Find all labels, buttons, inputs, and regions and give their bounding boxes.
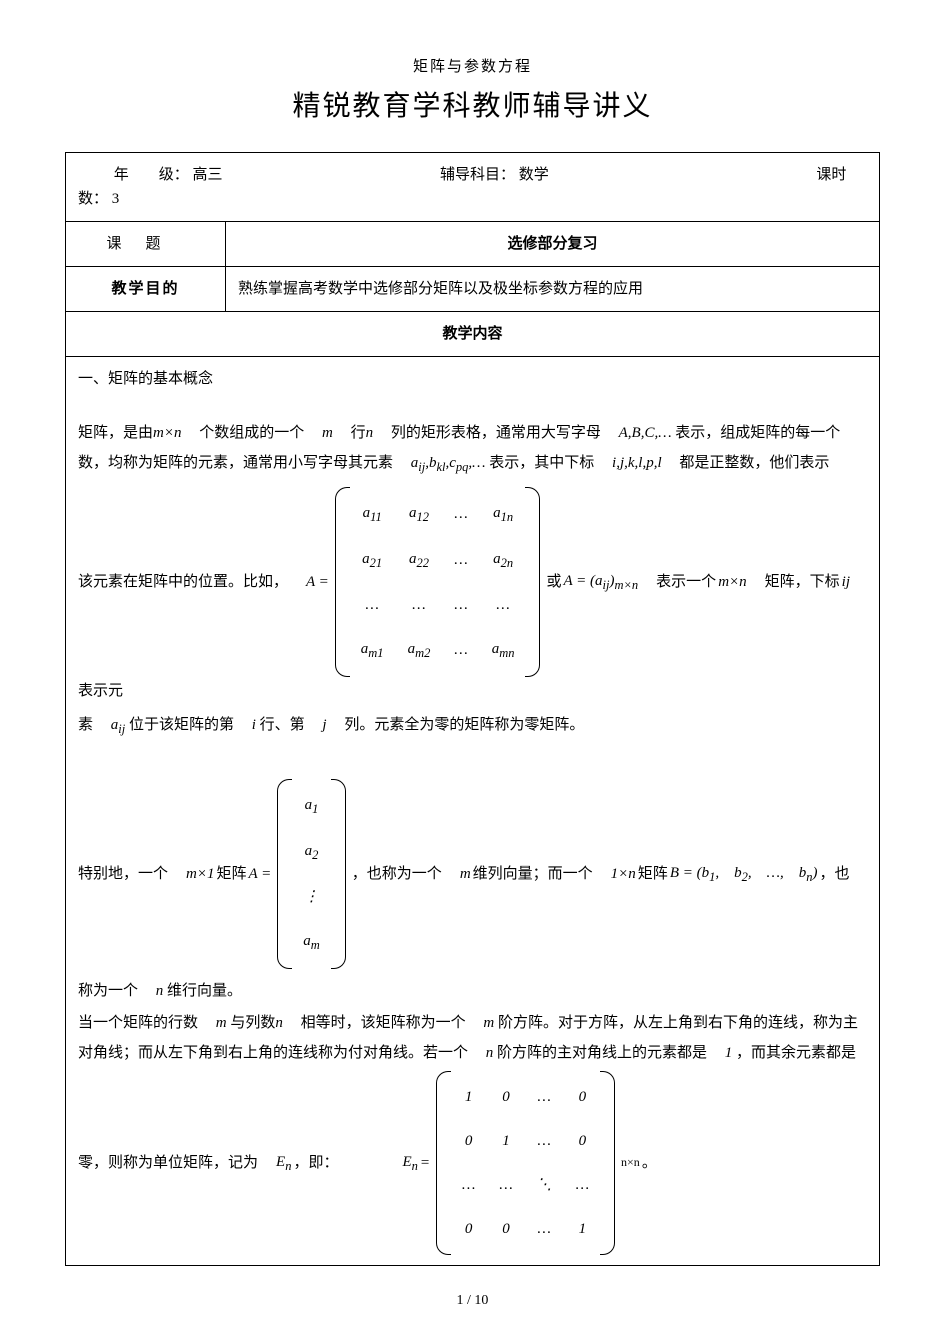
goal-value: 熟练掌握高考数学中选修部分矩阵以及极坐标参数方程的应用 <box>226 267 880 312</box>
para-3: 该元素在矩阵中的位置。比如， A = a11a12…a1n a21a22…a2n… <box>78 487 867 703</box>
page-footer: 1 / 10 <box>0 1293 945 1309</box>
goal-label: 教学目的 <box>66 267 226 312</box>
grade-label: 年 级： <box>114 167 189 183</box>
lesson-table: 年 级： 高三 辅导科目： 数学 课时数： 3 课题 选修部分复习 教学目的 熟… <box>65 152 880 1266</box>
info-row: 年 级： 高三 辅导科目： 数学 课时数： 3 <box>66 153 880 222</box>
para-1: 矩阵，是由m×n 个数组成的一个 m 行n 列的矩形表格，通常用大写字母 A,B… <box>78 421 867 445</box>
para-6: 称为一个 n 维行向量。 <box>78 979 867 1003</box>
goal-row: 教学目的 熟练掌握高考数学中选修部分矩阵以及极坐标参数方程的应用 <box>66 267 880 312</box>
topic-value: 选修部分复习 <box>226 222 880 267</box>
para-5: 特别地，一个 m×1 矩阵A = a1 a2 ⋮ am ，也称为一个 m 维列向… <box>78 779 867 969</box>
section-1-title: 一、矩阵的基本概念 <box>78 367 867 391</box>
subject-value: 数学 <box>519 167 549 183</box>
subject-label: 辅导科目： <box>440 167 515 183</box>
content-header: 教学内容 <box>66 312 880 357</box>
para-7: 当一个矩阵的行数 m 与列数n 相等时，该矩阵称为一个 m 阶方阵。对于方阵，从… <box>78 1011 867 1035</box>
column-vector-A: a1 a2 ⋮ am <box>277 779 346 969</box>
doc-title: 精锐教育学科教师辅导讲义 <box>65 84 880 124</box>
matrix-A: a11a12…a1n a21a22…a2n ………… am1am2…amn <box>335 487 541 677</box>
identity-matrix: 10…0 01…0 ……⋱… 00…1 <box>436 1071 615 1255</box>
para-4: 素 aij 位于该矩阵的第 i 行、第 j 列。元素全为零的矩阵称为零矩阵。 <box>78 713 867 739</box>
doc-small-header: 矩阵与参数方程 <box>65 55 880 76</box>
para-2: 数，均称为矩阵的元素，通常用小写字母其元素 aij,bkl,cpq,… 表示，其… <box>78 451 867 477</box>
content-row: 一、矩阵的基本概念 矩阵，是由m×n 个数组成的一个 m 行n 列的矩形表格，通… <box>66 357 880 1266</box>
para-9: 零，则称为单位矩阵，记为 En ，即： En = 10…0 01…0 ……⋱… … <box>78 1071 867 1255</box>
grade-value: 高三 <box>193 167 223 183</box>
content-header-row: 教学内容 <box>66 312 880 357</box>
topic-row: 课题 选修部分复习 <box>66 222 880 267</box>
topic-label: 课题 <box>66 222 226 267</box>
math-mxn: m×n <box>153 425 181 441</box>
hours-value: 3 <box>112 191 120 207</box>
para-8: 对角线；而从左下角到右上角的连线称为付对角线。若一个 n 阶方阵的主对角线上的元… <box>78 1041 867 1065</box>
math-aij-etc: aij,bkl,cpq,… <box>411 455 486 471</box>
